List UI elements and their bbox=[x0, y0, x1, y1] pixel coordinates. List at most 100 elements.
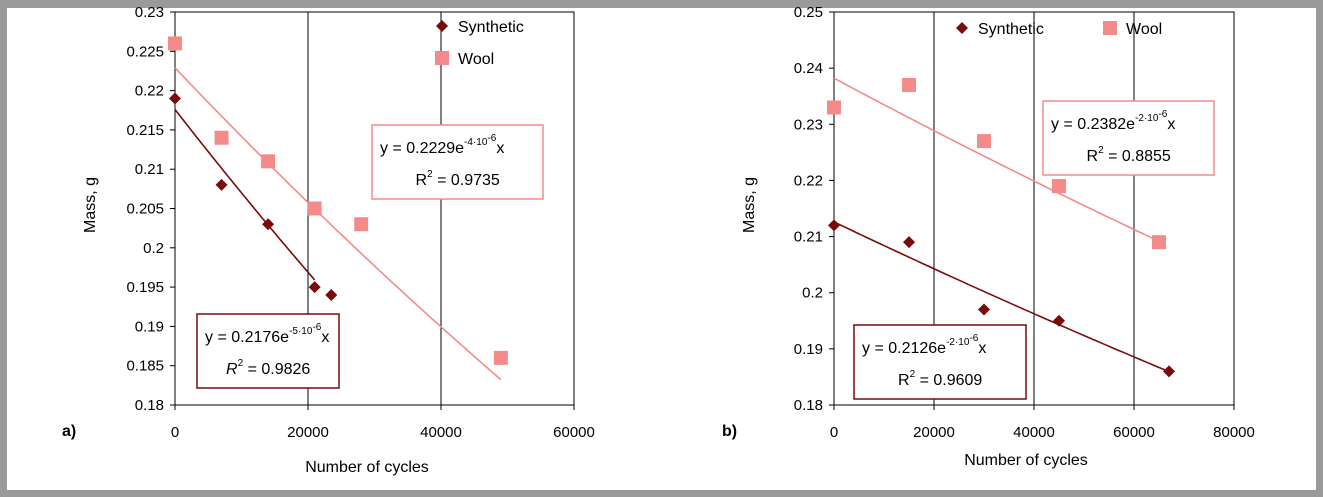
equation-line: y = 0.2229e-4·10-6x bbox=[380, 133, 504, 157]
panel-label: b) bbox=[722, 423, 737, 440]
legend-label-wool: Wool bbox=[1126, 21, 1162, 38]
y-tick-label: 0.18 bbox=[794, 397, 823, 414]
y-tick-label: 0.22 bbox=[794, 172, 823, 189]
x-tick-label: 60000 bbox=[1113, 424, 1155, 441]
trendline-wool bbox=[174, 67, 502, 381]
x-tick-label: 80000 bbox=[1213, 424, 1255, 441]
y-tick-label: 0.225 bbox=[126, 43, 164, 60]
equation-variable: x bbox=[978, 340, 986, 357]
legend-label-synthetic: Synthetic bbox=[978, 21, 1044, 38]
x-axis-title: Number of cycles bbox=[305, 459, 429, 476]
data-point-wool bbox=[214, 130, 229, 145]
x-tick-label: 20000 bbox=[287, 424, 329, 441]
equation-variable: x bbox=[1167, 116, 1175, 133]
data-point-synthetic bbox=[1163, 365, 1175, 378]
y-tick-label: 0.215 bbox=[126, 122, 164, 139]
trendline-synthetic bbox=[833, 221, 1170, 373]
data-point-wool bbox=[493, 350, 508, 365]
legend-label-wool: Wool bbox=[458, 51, 494, 68]
r-squared-line: R2 = 0.9609 bbox=[898, 369, 982, 389]
data-point-synthetic bbox=[325, 288, 338, 301]
equation-variable: x bbox=[496, 140, 504, 157]
y-tick-label: 0.2 bbox=[802, 285, 823, 302]
chart-panel-a: 0.18 0.185 0.19 0.195 0.2 0.205 0.21 0.215 0.22 0… bbox=[0, 0, 660, 497]
legend-marker-synthetic bbox=[956, 22, 968, 34]
x-tick-label: 60000 bbox=[553, 424, 595, 441]
y-tick-label: 0.23 bbox=[135, 4, 164, 21]
legend-marker-wool bbox=[435, 51, 449, 65]
data-point-wool bbox=[977, 134, 991, 149]
y-tick-label: 0.2 bbox=[143, 240, 164, 257]
equation-exponent-power: -6 bbox=[312, 322, 321, 333]
r-squared-power: 2 bbox=[1098, 145, 1104, 156]
equation-exponent: -2·10 bbox=[1135, 113, 1159, 124]
legend-marker-synthetic bbox=[436, 20, 448, 32]
r-squared-symbol: R bbox=[1087, 148, 1099, 165]
r-squared-symbol: R bbox=[416, 172, 428, 189]
y-tick-label: 0.185 bbox=[126, 358, 164, 375]
r-squared-line: R2 = 0.9826 bbox=[226, 358, 310, 378]
r-squared-symbol: R bbox=[226, 361, 238, 378]
r-squared-symbol: R bbox=[898, 372, 910, 389]
equation-main: y = 0.2176e bbox=[205, 329, 289, 346]
legend-label-synthetic: Synthetic bbox=[458, 19, 524, 36]
equation-main: y = 0.2382e bbox=[1051, 116, 1135, 133]
x-tick-label: 40000 bbox=[1013, 424, 1055, 441]
r-squared-value: = 0.9826 bbox=[243, 361, 310, 378]
equation-exponent-power: -6 bbox=[1158, 109, 1167, 120]
data-point-synthetic bbox=[215, 178, 228, 191]
r-squared-power: 2 bbox=[238, 358, 244, 369]
data-point-wool bbox=[1052, 179, 1066, 194]
equation-box-wool bbox=[371, 124, 544, 200]
data-point-wool bbox=[307, 201, 322, 216]
chart-panel-b: 0.18 0.19 0.2 0.21 0.22 0.23 0.24 0.25 0 20000 400… bbox=[660, 0, 1323, 497]
r-squared-value: = 0.9735 bbox=[433, 172, 500, 189]
y-tick-label: 0.23 bbox=[794, 116, 823, 133]
y-tick-label: 0.22 bbox=[135, 83, 164, 100]
x-tick-label: 0 bbox=[830, 424, 838, 441]
equation-exponent: -5·10 bbox=[289, 326, 313, 337]
trendline-synthetic bbox=[174, 109, 316, 281]
chart-b-svg: 0.18 0.19 0.2 0.21 0.22 0.23 0.24 0.25 0 20000 400… bbox=[722, 4, 1255, 469]
y-tick-label: 0.24 bbox=[794, 60, 823, 77]
data-point-wool bbox=[354, 217, 369, 232]
y-tick-label: 0.21 bbox=[135, 161, 164, 178]
r-squared-line: R2 = 0.9735 bbox=[416, 169, 500, 189]
data-point-synthetic bbox=[828, 219, 840, 232]
r-squared-value: = 0.8855 bbox=[1104, 148, 1171, 165]
data-point-synthetic bbox=[978, 303, 990, 316]
y-axis-title: Mass, g bbox=[82, 177, 99, 233]
y-axis-title: Mass, g bbox=[741, 177, 758, 233]
x-axis-title: Number of cycles bbox=[964, 452, 1088, 469]
equation-line: y = 0.2176e-5·10-6x bbox=[205, 322, 329, 346]
legend-marker-wool bbox=[1103, 21, 1117, 35]
data-point-synthetic bbox=[903, 236, 915, 249]
equation-exponent: -2·10 bbox=[946, 337, 970, 348]
equation-box-wool bbox=[1042, 100, 1215, 176]
data-point-wool bbox=[261, 154, 276, 169]
data-point-wool bbox=[168, 36, 182, 51]
data-point-synthetic bbox=[1053, 314, 1065, 327]
r-squared-power: 2 bbox=[427, 169, 433, 180]
x-tick-label: 20000 bbox=[913, 424, 955, 441]
r-squared-line: R2 = 0.8855 bbox=[1087, 145, 1171, 165]
equation-box-synthetic bbox=[853, 324, 1027, 400]
y-tick-label: 0.19 bbox=[794, 341, 823, 358]
y-tick-label: 0.18 bbox=[135, 397, 164, 414]
y-tick-label: 0.21 bbox=[794, 229, 823, 246]
data-point-wool bbox=[1152, 235, 1166, 250]
r-squared-power: 2 bbox=[910, 369, 916, 380]
data-point-synthetic bbox=[169, 92, 181, 105]
data-point-synthetic bbox=[262, 218, 275, 231]
equation-main: y = 0.2229e bbox=[380, 140, 464, 157]
y-tick-label: 0.205 bbox=[126, 201, 164, 218]
y-tick-label: 0.25 bbox=[794, 4, 823, 21]
data-point-wool bbox=[902, 77, 916, 92]
equation-variable: x bbox=[321, 329, 329, 346]
equation-main: y = 0.2126e bbox=[862, 340, 946, 357]
data-point-synthetic bbox=[308, 281, 321, 294]
x-tick-label: 40000 bbox=[420, 424, 462, 441]
equation-line: y = 0.2126e-2·10-6x bbox=[862, 333, 986, 357]
equation-box-synthetic bbox=[196, 313, 340, 389]
